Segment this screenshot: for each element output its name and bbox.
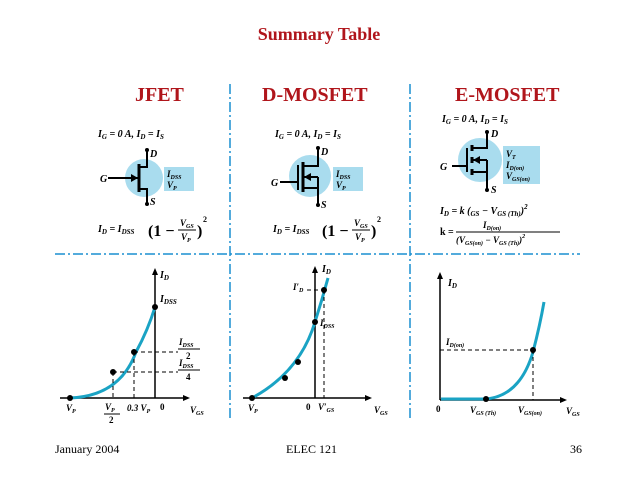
svg-text:ID(on): ID(on) (505, 160, 524, 172)
jfet-symbol: IG = 0 A, ID = IS D S G IDSS VP ID = IDS… (97, 129, 207, 244)
svg-text:IDSS: IDSS (178, 358, 194, 370)
slide-title: Summary Table (257, 24, 381, 44)
svg-text:ID: ID (321, 264, 331, 276)
svg-text:VGS: VGS (566, 406, 580, 418)
svg-text:VGS (Th): VGS (Th) (470, 405, 496, 417)
svg-text:VP: VP (355, 232, 365, 244)
dmosfet-pin-s: S (321, 200, 327, 211)
footer-page-number: 36 (570, 442, 582, 456)
dmosfet-pin-g: G (271, 178, 279, 189)
dmosfet-curve (251, 277, 330, 400)
svg-text:VGS(on): VGS(on) (506, 171, 530, 183)
jfet-gate-arrow (131, 174, 138, 182)
svg-text:ID(on): ID(on) (445, 337, 464, 349)
svg-text:(VGS(on) − VGS (Th))2: (VGS(on) − VGS (Th))2 (456, 234, 525, 247)
svg-text:VT: VT (506, 149, 516, 161)
emosfet-pin-s: S (491, 185, 497, 196)
svg-text:2: 2 (203, 215, 207, 224)
dmosfet-condition: IG = 0 A, ID = IS (274, 129, 341, 141)
emosfet-transfer-graph: ID ID(on) 0 VGS (Th) VGS(on) VGS (436, 272, 580, 418)
svg-text:VGS: VGS (180, 218, 194, 230)
jfet-condition: IG = 0 A, ID = IS (97, 129, 164, 141)
emosfet-equation-2: k = (440, 227, 454, 238)
emosfet-condition: IG = 0 A, ID = IS (441, 114, 508, 126)
svg-text:(1 −: (1 − (148, 223, 174, 240)
dmosfet-point-idss (312, 319, 318, 325)
svg-text:0.3 VP: 0.3 VP (127, 403, 151, 415)
emosfet-param-box (503, 146, 540, 184)
svg-text:IDSS: IDSS (335, 169, 351, 181)
svg-text:VP: VP (167, 180, 177, 192)
svg-text:2: 2 (377, 215, 381, 224)
svg-text:0: 0 (436, 404, 441, 414)
footer-course: ELEC 121 (286, 442, 337, 456)
svg-text:I′D: I′D (292, 282, 304, 294)
svg-text:IDSS: IDSS (159, 294, 177, 306)
dmosfet-substrate-arrow (304, 173, 311, 181)
svg-text:VGS: VGS (190, 405, 204, 417)
svg-text:0: 0 (306, 402, 311, 412)
jfet-highlight-circle (125, 159, 163, 197)
dmosfet-equation: ID = IDSS (272, 224, 310, 236)
jfet-pin-d: D (149, 149, 157, 160)
svg-text:IDSS: IDSS (319, 318, 335, 330)
emosfet-pin-g: G (440, 162, 448, 173)
svg-text:IDSS: IDSS (166, 169, 182, 181)
svg-text:2: 2 (109, 415, 114, 425)
svg-text:VGS: VGS (354, 218, 368, 230)
jfet-equation: ID = IDSS (97, 224, 135, 236)
svg-text:): ) (197, 223, 202, 240)
svg-text:ID(on): ID(on) (482, 220, 501, 232)
emosfet-equation-1: ID = k (GS − VGS (Th))2 (439, 203, 528, 218)
svg-text:VP: VP (248, 403, 258, 415)
jfet-pin-g: G (100, 174, 108, 185)
dmosfet-heading: D-MOSFET (262, 84, 368, 106)
svg-text:ID: ID (159, 270, 169, 282)
footer-date: January 2004 (55, 442, 120, 456)
emosfet-point-vth (483, 396, 489, 402)
svg-text:V′GS: V′GS (318, 402, 335, 414)
svg-text:VP: VP (336, 180, 346, 192)
jfet-transfer-graph: ID IDSS IDSS 2 IDSS 4 VP VP 2 0.3 VP 0 V… (60, 268, 204, 425)
emosfet-substrate-arrow (473, 156, 480, 164)
svg-text:VP: VP (181, 232, 191, 244)
jfet-pin-s: S (150, 197, 156, 208)
emosfet-pin-d: D (490, 129, 498, 140)
jfet-param-box (164, 167, 194, 191)
dmosfet-pin-d: D (320, 147, 328, 158)
emosfet-point-on (530, 347, 536, 353)
jfet-point-half (131, 349, 137, 355)
dmosfet-param-box (333, 167, 363, 191)
dmosfet-point-idprime (321, 287, 327, 293)
svg-text:2: 2 (186, 351, 191, 361)
jfet-heading: JFET (135, 84, 184, 106)
jfet-point-idss (152, 304, 158, 310)
dmosfet-symbol: IG = 0 A, ID = IS D S G IDSS VP ID = IDS… (271, 129, 381, 244)
svg-text:4: 4 (186, 372, 191, 382)
svg-text:): ) (371, 223, 376, 240)
svg-text:VGS(on): VGS(on) (518, 405, 542, 417)
emosfet-symbol: IG = 0 A, ID = IS D S G VT ID(on) VGS(on… (439, 114, 560, 247)
svg-text:ID: ID (447, 278, 457, 290)
jfet-point-vp (67, 395, 73, 401)
svg-text:VGS: VGS (374, 405, 388, 417)
svg-text:VP: VP (105, 402, 115, 414)
svg-text:(1 −: (1 − (322, 223, 348, 240)
dmosfet-transfer-graph: ID I′D IDSS VP 0 V′GS VGS (243, 264, 388, 417)
svg-text:VP: VP (66, 403, 76, 415)
svg-text:IDSS: IDSS (178, 337, 194, 349)
jfet-point-quarter (110, 369, 116, 375)
emosfet-heading: E-MOSFET (455, 84, 560, 106)
svg-text:0: 0 (160, 402, 165, 412)
